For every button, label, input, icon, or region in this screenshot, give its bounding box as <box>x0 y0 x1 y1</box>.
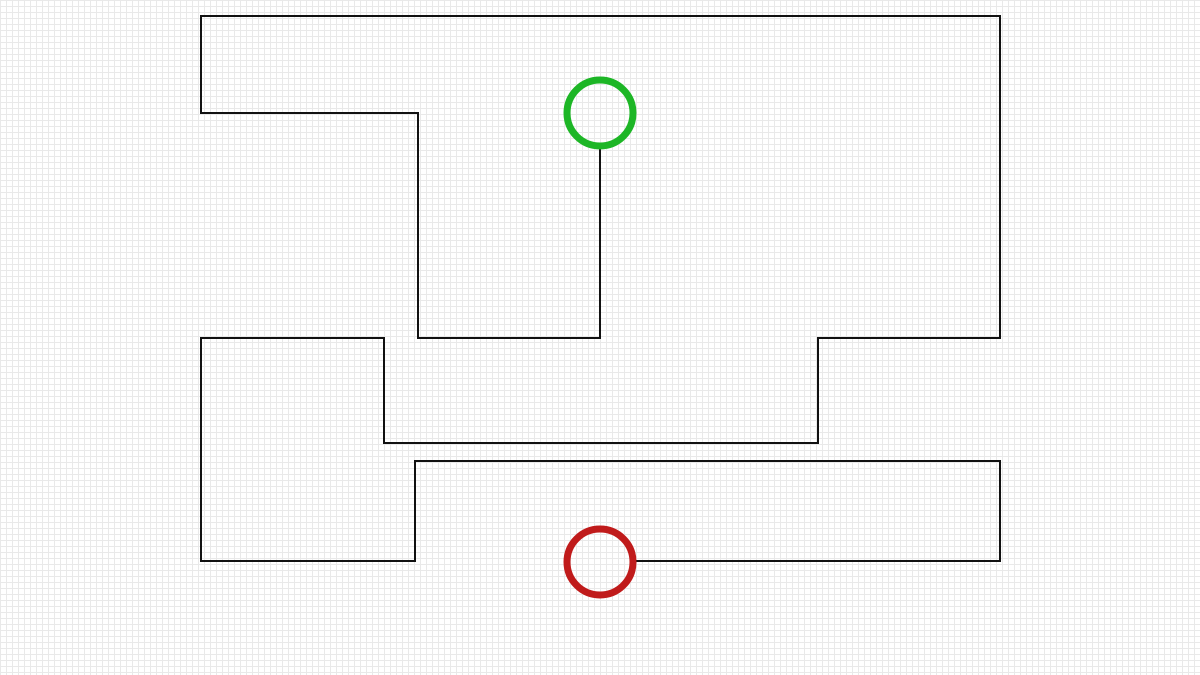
start-circle[interactable] <box>563 76 637 150</box>
goal-circle[interactable] <box>563 525 637 599</box>
maze-walls <box>200 15 1001 562</box>
